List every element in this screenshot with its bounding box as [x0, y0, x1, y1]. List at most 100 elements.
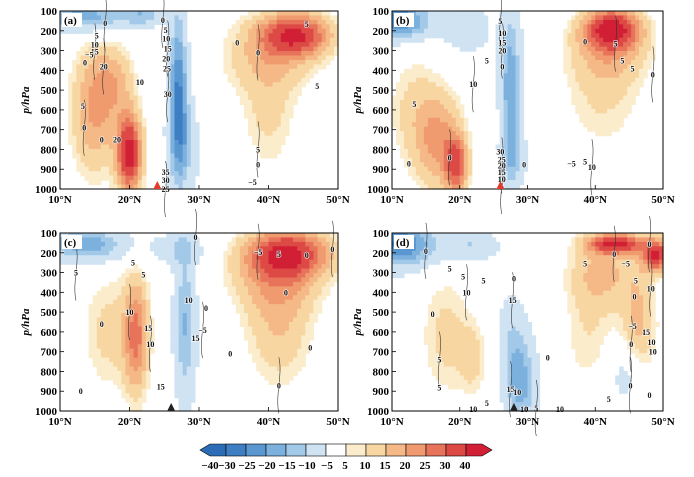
field-cell	[619, 47, 624, 52]
field-cell	[322, 56, 327, 61]
field-cell	[93, 246, 98, 251]
field-cell	[183, 371, 188, 376]
field-cell	[603, 118, 608, 123]
field-cell	[183, 393, 188, 398]
field-cell	[412, 149, 417, 154]
field-cell	[603, 96, 608, 101]
field-cell	[183, 60, 188, 65]
field-cell	[524, 145, 529, 150]
field-cell	[170, 313, 175, 318]
field-cell	[623, 273, 628, 278]
field-cell	[587, 100, 592, 105]
field-cell	[297, 11, 302, 16]
field-cell	[611, 15, 616, 20]
field-cell	[293, 322, 298, 327]
field-cell	[635, 15, 640, 20]
field-cell	[468, 162, 473, 167]
field-cell	[460, 233, 465, 238]
field-cell	[428, 158, 433, 163]
field-cell	[170, 118, 175, 123]
field-cell	[134, 162, 139, 167]
field-cell	[313, 69, 318, 74]
field-cell	[117, 251, 122, 256]
field-cell	[579, 282, 584, 287]
field-cell	[187, 176, 192, 181]
field-cell	[297, 313, 302, 318]
field-cell	[452, 145, 457, 150]
field-cell	[305, 42, 310, 47]
field-cell	[305, 313, 310, 318]
field-cell	[587, 47, 592, 52]
field-cell	[260, 322, 265, 327]
field-cell	[195, 162, 200, 167]
field-cell	[252, 60, 257, 65]
field-cell	[591, 47, 596, 52]
field-cell	[623, 237, 628, 242]
field-cell	[440, 158, 445, 163]
field-cell	[631, 237, 636, 242]
field-cell	[400, 255, 405, 260]
field-cell	[89, 255, 94, 260]
field-cell	[183, 353, 188, 358]
field-cell	[432, 33, 437, 38]
field-cell	[587, 269, 592, 274]
field-cell	[647, 273, 652, 278]
field-cell	[125, 140, 130, 145]
field-cell	[191, 149, 196, 154]
field-cell	[109, 20, 114, 25]
field-cell	[174, 393, 179, 398]
field-cell	[64, 251, 69, 256]
field-cell	[301, 242, 306, 247]
field-cell	[130, 11, 135, 16]
field-cell	[297, 233, 302, 238]
field-cell	[444, 171, 449, 176]
field-cell	[117, 60, 122, 65]
field-cell	[408, 109, 413, 114]
field-cell	[269, 304, 274, 309]
field-cell	[277, 122, 282, 127]
field-cell	[575, 78, 580, 83]
field-cell	[285, 20, 290, 25]
field-cell	[635, 64, 640, 69]
field-cell	[179, 64, 184, 69]
x-tick-label: 10°N	[380, 194, 403, 206]
field-cell	[134, 20, 139, 25]
field-cell	[269, 122, 274, 127]
field-cell	[269, 109, 274, 114]
field-cell	[583, 109, 588, 114]
field-cell	[125, 153, 130, 158]
field-cell	[404, 149, 409, 154]
field-cell	[170, 64, 175, 69]
field-cell	[440, 246, 445, 251]
field-cell	[113, 24, 118, 29]
field-cell	[134, 309, 139, 314]
field-cell	[273, 331, 278, 336]
field-cell	[174, 153, 179, 158]
field-cell	[269, 73, 274, 78]
field-cell	[512, 122, 517, 127]
field-cell	[252, 82, 257, 87]
field-cell	[277, 326, 282, 331]
field-cell	[305, 11, 310, 16]
field-cell	[285, 104, 290, 109]
field-cell	[121, 380, 126, 385]
field-cell	[619, 51, 624, 56]
field-cell	[179, 309, 184, 314]
field-cell	[117, 78, 122, 83]
field-cell	[643, 60, 648, 65]
field-cell	[240, 33, 245, 38]
field-cell	[404, 109, 409, 114]
field-cell	[400, 273, 405, 278]
field-cell	[170, 326, 175, 331]
field-cell	[174, 131, 179, 136]
field-cell	[142, 358, 147, 363]
field-cell	[273, 335, 278, 340]
field-cell	[236, 291, 241, 296]
field-cell	[651, 33, 656, 38]
field-cell	[607, 233, 612, 238]
field-cell	[627, 233, 632, 238]
field-cell	[289, 335, 294, 340]
field-cell	[244, 282, 249, 287]
field-cell	[273, 295, 278, 300]
field-cell	[93, 335, 98, 340]
